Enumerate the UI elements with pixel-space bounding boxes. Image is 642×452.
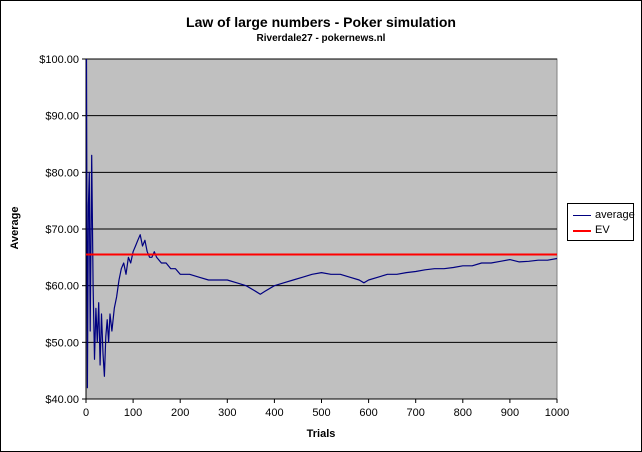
y-tick-label: $50.00 [45, 337, 79, 349]
legend: average EV [567, 203, 635, 241]
x-tick-label: 700 [407, 407, 425, 419]
y-tick-label: $100.00 [39, 54, 79, 66]
legend-label-average: average [595, 209, 635, 221]
x-tick-label: 300 [218, 407, 236, 419]
x-tick-label: 500 [312, 407, 330, 419]
x-tick-label: 100 [124, 407, 142, 419]
x-tick-label: 0 [83, 407, 89, 419]
y-axis-label: Average [9, 206, 21, 249]
legend-swatch-ev [573, 230, 591, 232]
x-tick-label: 900 [501, 407, 519, 419]
x-tick-label: 800 [454, 407, 472, 419]
x-tick-label: 400 [265, 407, 283, 419]
y-tick-label: $80.00 [45, 167, 79, 179]
chart-title: Law of large numbers - Poker simulation [186, 14, 456, 30]
x-axis-label: Trials [307, 428, 336, 440]
y-tick-label: $70.00 [45, 224, 79, 236]
x-tick-label: 1000 [545, 407, 569, 419]
y-tick-label: $60.00 [45, 281, 79, 293]
series-group [85, 58, 558, 389]
series-line-average [85, 58, 558, 389]
gridlines [86, 58, 557, 343]
x-tick-label: 600 [359, 407, 377, 419]
x-tick-label: 200 [171, 407, 189, 419]
chart-subtitle: Riverdale27 - pokernews.nl [256, 33, 386, 44]
axes: $40.00 $50.00 $60.00 $70.00 $80.00 $90.00 $100… [39, 54, 569, 419]
legend-swatch-average [573, 215, 591, 216]
y-tick-label: $40.00 [45, 394, 79, 406]
y-tick-label: $90.00 [45, 111, 79, 123]
legend-label-ev: EV [595, 224, 610, 236]
